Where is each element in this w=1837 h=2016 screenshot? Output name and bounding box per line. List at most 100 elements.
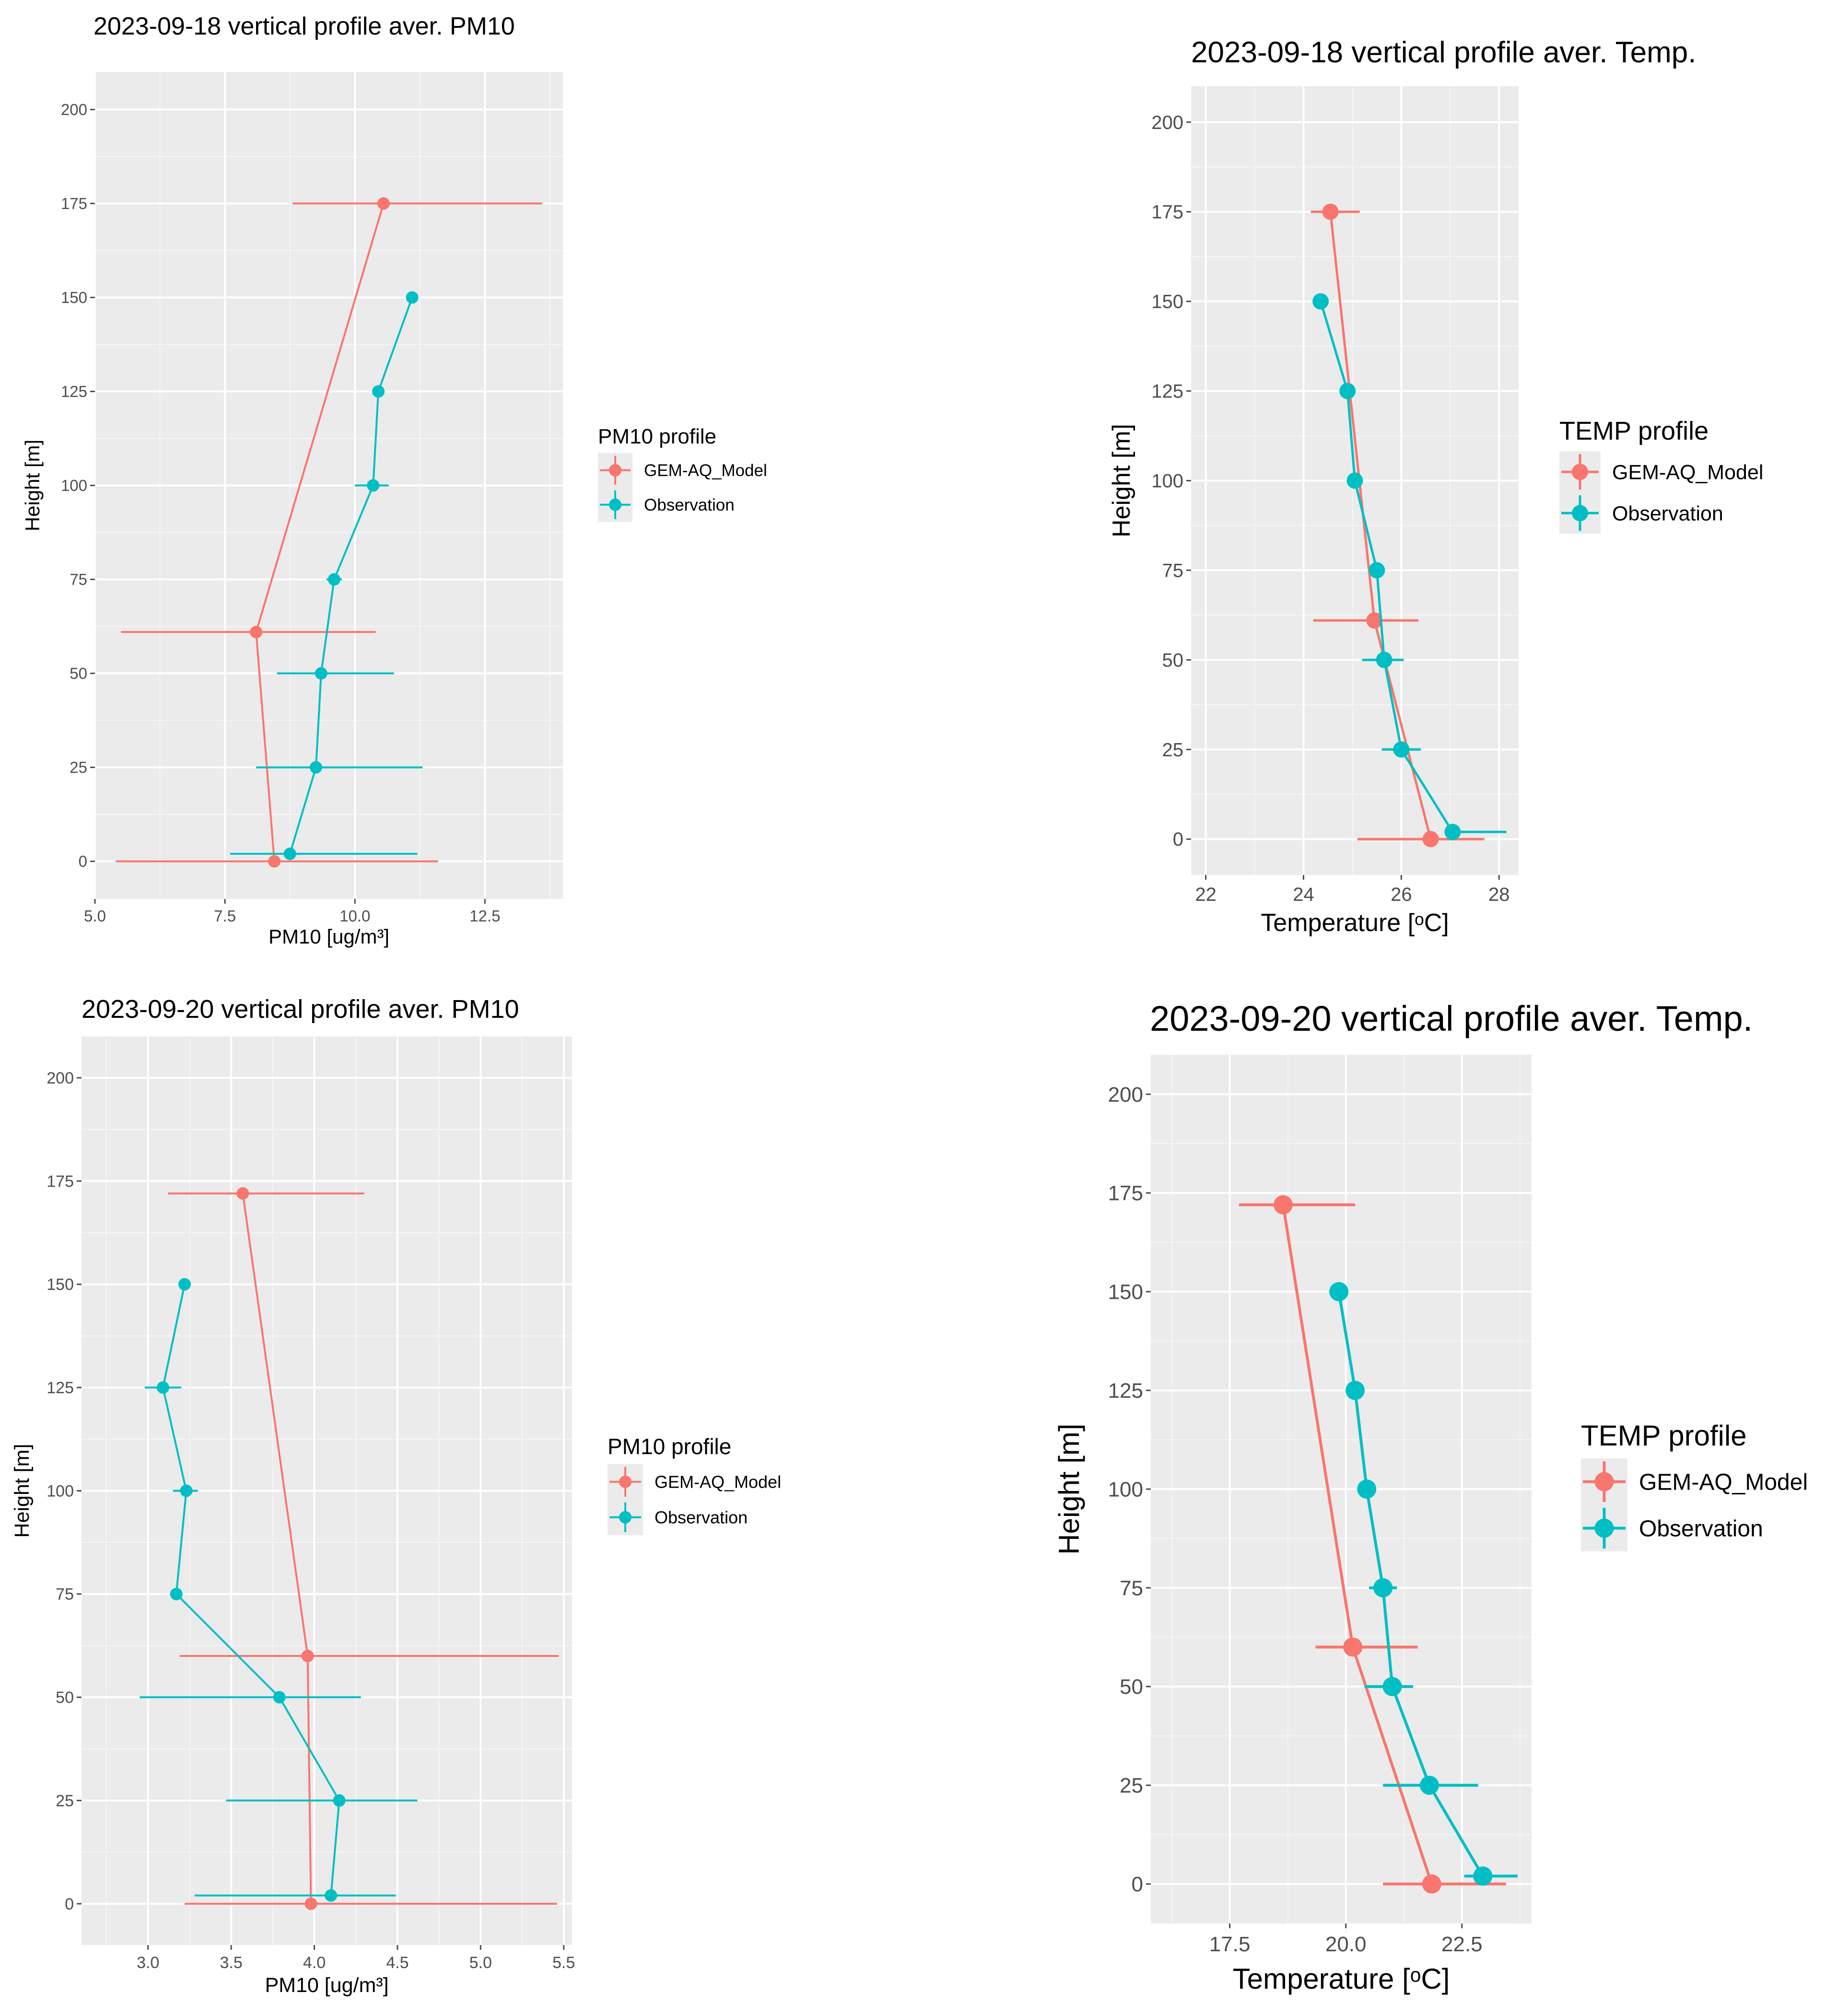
data-point [236,1187,249,1200]
data-point [1422,1874,1441,1894]
y-tick-label: 50 [56,1689,74,1707]
y-tick-label: 0 [79,852,87,870]
y-tick-label: 150 [47,1276,74,1294]
y-axis-label: Height [m] [21,440,44,531]
data-point [1444,824,1461,840]
series-observation [230,291,423,860]
y-axis-label: Height [m] [1053,1423,1085,1554]
y-tick-label: 50 [70,664,87,682]
x-tick-label: 5.0 [469,1954,492,1972]
chart-panel-3: 2023-09-20 vertical profile aver. PM10 3.… [11,995,781,1997]
data-point [268,855,281,868]
y-tick-label: 200 [1151,112,1183,133]
y-tick-label: 100 [61,477,87,494]
x-tick-label: 4.5 [386,1954,409,1972]
data-point [333,1794,346,1807]
legend: TEMP profile GEM-AQ_Model Observation [1581,1420,1808,1551]
x-tick-label: 12.5 [469,907,500,925]
y-tick-label: 25 [1120,1774,1143,1797]
y-tick-label: 25 [1162,739,1184,760]
y-tick-label: 175 [1151,202,1183,223]
x-tick-label: 4.0 [303,1954,326,1972]
data-point [180,1484,193,1497]
y-tick-label: 150 [1151,291,1183,313]
x-tick-label: 3.5 [220,1954,242,1972]
series-gem-aq-model [168,1187,559,1910]
x-axis-label: Temperature [ᵒC] [1261,909,1449,937]
legend-entry-label: Observation [1612,502,1723,525]
legend: TEMP profile GEM-AQ_Model Observation [1559,417,1763,534]
chart-title: 2023-09-20 vertical profile aver. Temp. [1150,999,1753,1038]
y-tick-label: 175 [47,1172,74,1190]
x-axis-label: Temperature [ᵒC] [1233,1963,1450,1995]
chart-panel-1: 2023-09-18 vertical profile aver. PM10 5.… [21,12,767,948]
data-point [170,1587,183,1600]
chart-title: 2023-09-18 vertical profile aver. PM10 [94,12,515,40]
y-tick-label: 0 [65,1895,74,1913]
legend-key-point [619,1475,632,1488]
x-tick-label: 10.0 [339,907,370,925]
y-tick-label: 75 [1162,560,1184,581]
series-observation [140,1278,418,1902]
x-tick-label: 22.5 [1441,1933,1483,1956]
data-point [1322,203,1339,220]
data-point [178,1278,191,1291]
data-point [1357,1480,1377,1499]
legend-key-point [1572,464,1588,480]
data-point [1393,741,1410,758]
legend-entry-label: Observation [655,1507,748,1527]
data-point [1312,293,1329,310]
data-point [156,1381,169,1394]
y-tick-label: 200 [47,1069,74,1087]
y-tick-label: 150 [1108,1281,1143,1304]
y-tick-label: 175 [1108,1182,1143,1205]
legend-entry-label: Observation [644,496,735,514]
x-tick-label: 3.0 [137,1954,159,1972]
data-point [1382,1677,1402,1696]
legend: PM10 profile GEM-AQ_Model Observation [608,1434,781,1535]
y-tick-label: 125 [1151,381,1183,402]
chart-title: 2023-09-18 vertical profile aver. Temp. [1191,36,1696,69]
y-tick-label: 100 [1151,471,1183,492]
data-point [1273,1195,1293,1214]
data-point [1473,1866,1493,1886]
legend-entry-label: GEM-AQ_Model [1612,461,1763,484]
data-point [1369,562,1385,579]
legend-title: PM10 profile [598,425,716,448]
y-tick-label: 75 [70,571,87,588]
y-tick-label: 75 [56,1585,74,1604]
data-point [304,1897,317,1910]
series-gem-aq-model [116,197,542,868]
x-tick-label: 22 [1195,884,1217,905]
data-point [372,385,385,398]
data-point [1376,652,1392,668]
y-tick-label: 50 [1162,650,1184,671]
data-point [283,847,296,860]
data-point [1339,383,1356,399]
x-tick-label: 26 [1391,884,1412,905]
data-point [309,761,322,774]
data-point [367,479,380,492]
legend-key-point [619,1511,632,1524]
y-tick-label: 125 [61,383,87,400]
data-point [1346,472,1363,489]
legend-entry-label: GEM-AQ_Model [655,1472,781,1492]
series-observation [1329,1282,1518,1886]
legend-key-point [1572,505,1588,522]
y-tick-label: 25 [70,758,87,776]
x-axis-label: PM10 [ug/m³] [265,1974,388,1997]
x-tick-label: 28 [1488,884,1510,905]
legend-key-point [1594,1472,1614,1492]
legend-entry-label: GEM-AQ_Model [1639,1469,1808,1495]
data-point [1346,1381,1365,1400]
chart-title: 2023-09-20 vertical profile aver. PM10 [82,995,519,1024]
data-point [1366,612,1383,629]
data-point [301,1650,314,1663]
x-axis-label: PM10 [ug/m³] [269,925,389,948]
y-tick-label: 125 [47,1379,74,1397]
y-tick-label: 0 [1173,829,1183,850]
chart-panel-2: 2023-09-18 vertical profile aver. Temp. 2… [1108,36,1763,937]
y-tick-label: 200 [61,101,87,118]
y-tick-label: 100 [1108,1478,1143,1501]
